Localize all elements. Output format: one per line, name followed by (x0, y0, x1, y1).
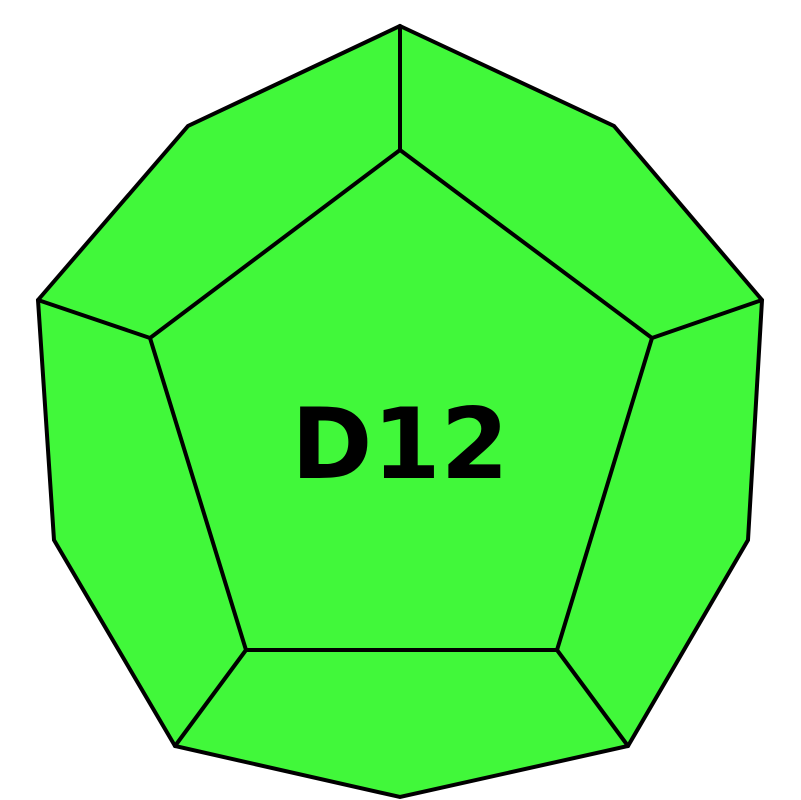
front-pentagon-face (147, 147, 655, 652)
die-label: D12 (291, 388, 509, 502)
edge-left (36, 298, 152, 340)
edge-bottom-right (555, 648, 630, 748)
edge-bottom-left (173, 648, 248, 748)
edge-right (650, 298, 764, 340)
